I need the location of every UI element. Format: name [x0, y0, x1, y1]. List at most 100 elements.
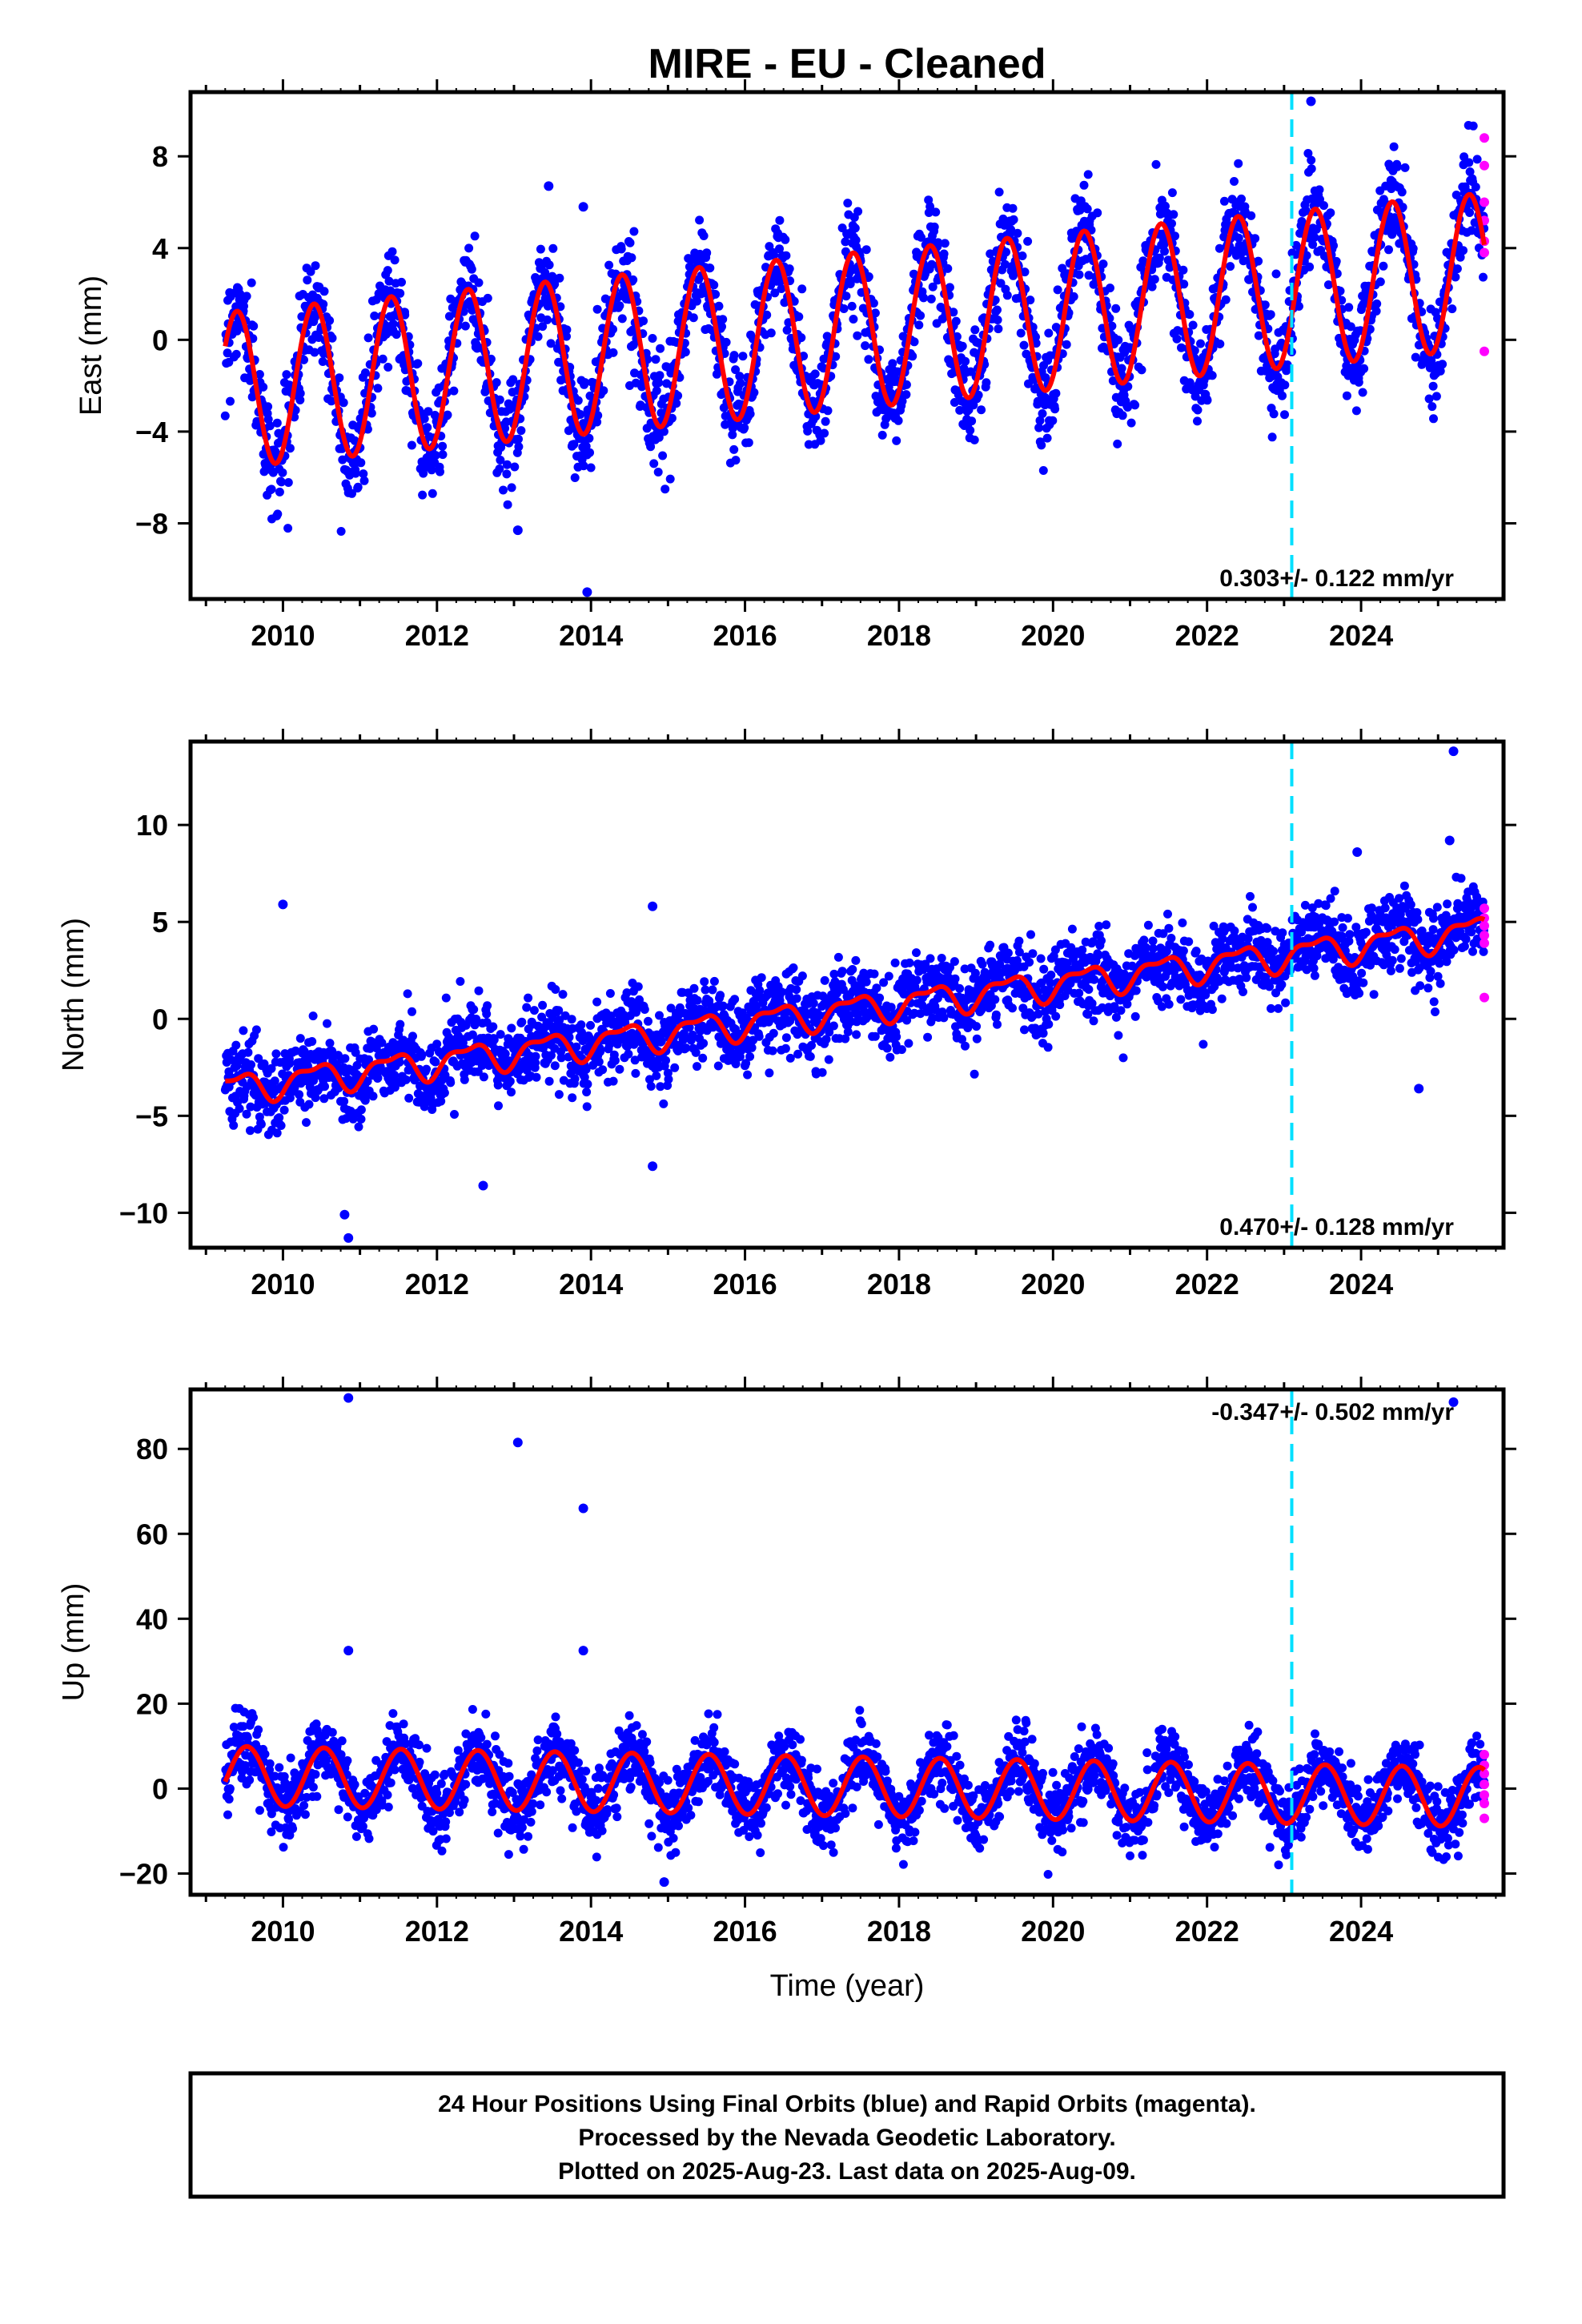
data-point	[1358, 388, 1367, 397]
data-point	[583, 1080, 592, 1089]
data-point	[1359, 300, 1368, 309]
data-point	[967, 416, 977, 426]
final-orbit-points-north	[220, 746, 1488, 1243]
data-point	[839, 304, 849, 313]
data-point	[833, 952, 843, 962]
data-point	[1167, 219, 1176, 228]
data-point	[247, 1060, 255, 1069]
data-point	[546, 339, 556, 348]
data-point	[275, 487, 284, 497]
data-point	[536, 244, 545, 254]
data-point	[1006, 225, 1016, 235]
data-point	[777, 284, 786, 293]
data-point	[1111, 304, 1121, 313]
data-point	[1093, 208, 1102, 218]
data-point	[493, 1080, 503, 1090]
data-point	[870, 308, 880, 318]
data-point	[628, 275, 638, 284]
data-point	[529, 1006, 539, 1015]
data-point	[1111, 1012, 1121, 1022]
data-point	[1003, 948, 1013, 958]
data-point	[1176, 995, 1186, 1004]
data-point	[1164, 923, 1174, 933]
data-point	[1315, 185, 1324, 195]
data-point	[295, 396, 305, 404]
data-point	[1239, 987, 1247, 996]
data-point	[794, 312, 804, 321]
data-point	[1161, 201, 1170, 211]
data-point	[1037, 440, 1046, 450]
data-point	[259, 382, 268, 392]
data-point	[446, 1078, 456, 1088]
data-point	[721, 337, 731, 347]
data-point	[949, 308, 958, 317]
data-point	[1354, 377, 1363, 387]
data-point	[766, 328, 776, 338]
data-point	[927, 259, 937, 269]
data-point	[702, 248, 712, 258]
data-point	[1151, 159, 1161, 169]
data-point	[592, 997, 602, 1007]
data-point	[1408, 243, 1418, 253]
data-point	[1102, 920, 1111, 930]
data-point	[824, 1055, 833, 1064]
data-point	[1106, 283, 1114, 293]
data-point	[267, 1063, 276, 1073]
data-point	[348, 1114, 358, 1124]
y-tick-label: −8	[135, 507, 168, 540]
data-point	[991, 1010, 1001, 1019]
data-point	[367, 408, 376, 418]
data-point	[869, 969, 879, 979]
data-point	[639, 316, 648, 326]
data-point	[569, 440, 579, 449]
data-point	[711, 290, 721, 299]
data-point	[693, 995, 702, 1005]
data-point	[263, 402, 273, 412]
data-point	[853, 207, 863, 216]
data-point	[555, 273, 564, 283]
data-point	[232, 326, 242, 336]
data-point	[914, 320, 924, 330]
data-point	[579, 461, 588, 471]
data-point	[693, 1062, 701, 1072]
data-point	[1307, 164, 1316, 174]
data-point	[930, 222, 939, 231]
data-point	[792, 985, 801, 995]
data-point	[735, 372, 745, 381]
data-point	[265, 421, 275, 431]
data-point	[424, 407, 433, 416]
data-point	[1113, 439, 1122, 448]
data-point	[377, 1038, 387, 1047]
data-point	[1372, 299, 1382, 308]
data-point	[877, 430, 887, 440]
data-point	[817, 1068, 827, 1077]
data-point	[659, 1099, 669, 1108]
data-point	[1243, 934, 1253, 943]
data-point	[681, 1043, 691, 1053]
data-point	[926, 202, 935, 211]
data-point	[861, 245, 871, 255]
data-point	[279, 1105, 289, 1115]
data-point	[916, 311, 926, 320]
data-point	[335, 373, 344, 383]
data-point	[655, 371, 665, 380]
data-point	[408, 1007, 416, 1016]
data-point	[1329, 241, 1338, 251]
data-point	[592, 417, 602, 427]
data-point	[413, 359, 423, 368]
data-point	[290, 1084, 299, 1092]
data-point	[450, 1110, 459, 1119]
data-point	[797, 284, 807, 294]
data-point	[1230, 926, 1239, 935]
data-point	[468, 1030, 477, 1039]
data-point	[829, 1021, 838, 1031]
data-point	[864, 272, 873, 281]
data-point	[507, 1088, 516, 1097]
data-point	[1331, 256, 1341, 266]
data-point	[797, 333, 806, 343]
data-point	[793, 1049, 803, 1059]
data-point	[581, 1064, 591, 1074]
data-point	[1036, 954, 1046, 963]
data-point	[283, 524, 293, 533]
data-point	[1016, 328, 1026, 338]
